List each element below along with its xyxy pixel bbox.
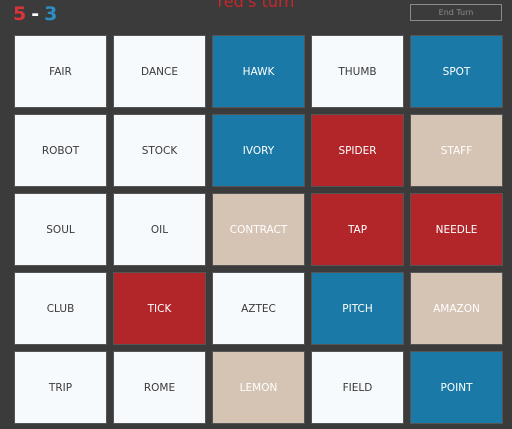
card[interactable]: FIELD	[311, 351, 404, 424]
card[interactable]: TRIP	[14, 351, 107, 424]
blue-score: 3	[44, 3, 59, 25]
card[interactable]: SOUL	[14, 193, 107, 266]
card[interactable]: ROME	[113, 351, 206, 424]
card[interactable]: HAWK	[212, 35, 305, 108]
card[interactable]: PITCH	[311, 272, 404, 345]
turn-indicator: red's turn	[217, 0, 295, 11]
score: 5-3	[13, 3, 62, 25]
score-separator: -	[31, 3, 41, 25]
end-turn-button[interactable]: End Turn	[410, 4, 502, 21]
card[interactable]: AZTEC	[212, 272, 305, 345]
card[interactable]: OIL	[113, 193, 206, 266]
card[interactable]: FAIR	[14, 35, 107, 108]
card[interactable]: TICK	[113, 272, 206, 345]
card[interactable]: STOCK	[113, 114, 206, 187]
card[interactable]: CONTRACT	[212, 193, 305, 266]
card[interactable]: DANCE	[113, 35, 206, 108]
card[interactable]: SPOT	[410, 35, 503, 108]
card[interactable]: TAP	[311, 193, 404, 266]
card[interactable]: IVORY	[212, 114, 305, 187]
card[interactable]: SPIDER	[311, 114, 404, 187]
card[interactable]: CLUB	[14, 272, 107, 345]
red-score: 5	[13, 3, 28, 25]
card[interactable]: THUMB	[311, 35, 404, 108]
card[interactable]: AMAZON	[410, 272, 503, 345]
card[interactable]: POINT	[410, 351, 503, 424]
card[interactable]: NEEDLE	[410, 193, 503, 266]
board: FAIR DANCE HAWK THUMB SPOT ROBOT STOCK IVORY SPI…	[14, 35, 503, 424]
card[interactable]: LEMON	[212, 351, 305, 424]
card[interactable]: STAFF	[410, 114, 503, 187]
card[interactable]: ROBOT	[14, 114, 107, 187]
